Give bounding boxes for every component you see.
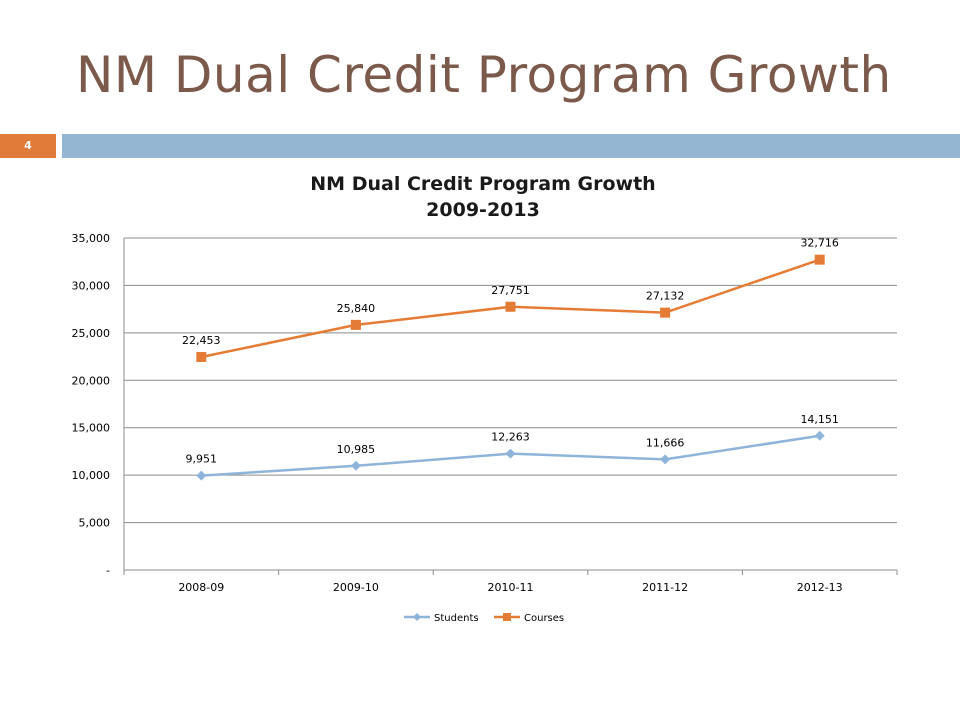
- x-tick-label: 2012-13: [797, 581, 843, 594]
- data-label: 27,132: [646, 290, 685, 303]
- header-bar: [62, 134, 960, 158]
- data-point: [350, 319, 361, 330]
- x-tick-label: 2010-11: [488, 581, 534, 594]
- data-point: [196, 470, 207, 481]
- data-label: 10,985: [337, 443, 376, 456]
- y-tick-label: 5,000: [79, 517, 111, 530]
- y-tick-label: 20,000: [72, 374, 111, 387]
- legend-label: Courses: [524, 613, 564, 624]
- data-label: 32,716: [800, 237, 839, 250]
- legend: Students Courses: [404, 613, 564, 624]
- x-tick-label: 2008-09: [178, 581, 224, 594]
- legend-marker: [413, 613, 421, 621]
- chart-title: NM Dual Credit Program Growth: [310, 173, 655, 195]
- data-label: 25,840: [337, 302, 376, 315]
- data-label: 11,666: [646, 436, 685, 449]
- data-point: [505, 301, 516, 312]
- data-label: 12,263: [491, 431, 530, 444]
- y-tick-label: -: [106, 564, 110, 577]
- x-tick-label: 2011-12: [642, 581, 688, 594]
- y-tick-label: 15,000: [72, 422, 111, 435]
- y-tick-label: 10,000: [72, 469, 111, 482]
- data-point: [196, 352, 207, 363]
- data-label: 22,453: [182, 334, 221, 347]
- slide-title: NM Dual Credit Program Growth: [76, 46, 892, 104]
- legend-marker: [503, 613, 511, 621]
- data-label: 14,151: [800, 413, 839, 426]
- x-tick-label: 2009-10: [333, 581, 379, 594]
- chart-subtitle: 2009-2013: [426, 199, 540, 221]
- data-point: [350, 460, 361, 471]
- y-tick-label: 25,000: [72, 327, 111, 340]
- data-point: [660, 454, 671, 465]
- data-point: [814, 430, 825, 441]
- y-tick-label: 35,000: [72, 232, 111, 245]
- slide-number: 4: [24, 139, 32, 152]
- data-point: [814, 254, 825, 265]
- data-point: [505, 448, 516, 459]
- data-label: 27,751: [491, 284, 530, 297]
- legend-label: Students: [434, 613, 479, 624]
- data-point: [660, 307, 671, 318]
- plot-area: - 5,000 10,000 15,000 20,000 25,000 30,000 35,0…: [72, 232, 898, 594]
- data-label: 9,951: [186, 453, 218, 466]
- slide-number-badge: 4: [0, 134, 56, 158]
- y-tick-label: 30,000: [72, 279, 111, 292]
